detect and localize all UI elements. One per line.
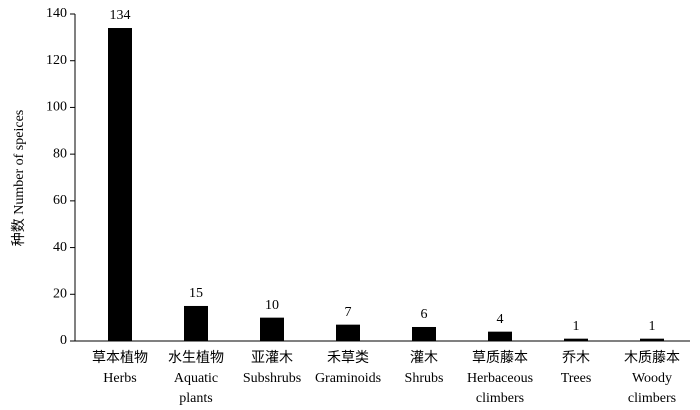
- y-tick-label: 20: [53, 287, 67, 302]
- bar: [412, 326, 436, 341]
- x-tick-label: 禾草类: [327, 350, 369, 366]
- x-tick-label: 草质藤本: [472, 350, 528, 366]
- y-tick-label: 60: [53, 193, 67, 208]
- x-tick-label: 水生植物: [168, 350, 224, 366]
- x-tick-label: 亚灌木: [251, 350, 293, 366]
- bar: [564, 338, 588, 341]
- x-tick-label: 草本植物: [92, 350, 148, 366]
- data-label: 1: [573, 319, 580, 334]
- x-tick-label: Herbs: [103, 371, 136, 386]
- y-axis-title: 种数 Number of speices: [11, 110, 27, 246]
- x-tick-label: climbers: [476, 391, 524, 406]
- x-tick-label: Shrubs: [405, 371, 444, 386]
- x-tick-label: Trees: [561, 371, 592, 386]
- bar: [108, 28, 132, 342]
- x-tick-label: Graminoids: [315, 371, 381, 386]
- x-tick-label: 灌木: [410, 350, 438, 366]
- data-label: 10: [265, 298, 279, 313]
- x-tick-label: Subshrubs: [243, 371, 301, 386]
- y-tick-label: 140: [46, 6, 67, 21]
- y-tick-label: 100: [46, 100, 67, 115]
- data-label: 6: [421, 307, 428, 322]
- bar: [640, 338, 664, 341]
- x-tick-label: climbers: [628, 391, 676, 406]
- y-tick-label: 80: [53, 146, 67, 161]
- data-label: 15: [189, 286, 203, 301]
- bar: [184, 305, 208, 341]
- bar: [260, 317, 284, 341]
- x-tick-label: Herbaceous: [467, 371, 533, 386]
- y-tick-label: 0: [60, 333, 67, 348]
- x-tick-label: Aquatic: [174, 371, 218, 386]
- x-tick-label: plants: [179, 391, 212, 406]
- data-label: 7: [345, 305, 352, 320]
- x-tick-label: 木质藤本: [624, 350, 680, 366]
- x-tick-label: 乔木: [562, 350, 590, 366]
- data-label: 4: [497, 312, 504, 327]
- x-tick-label: Woody: [632, 371, 672, 386]
- data-label: 134: [110, 8, 131, 23]
- bar: [488, 331, 512, 341]
- bar: [336, 324, 360, 341]
- data-label: 1: [649, 319, 656, 334]
- y-tick-label: 120: [46, 53, 67, 68]
- y-tick-label: 40: [53, 240, 67, 255]
